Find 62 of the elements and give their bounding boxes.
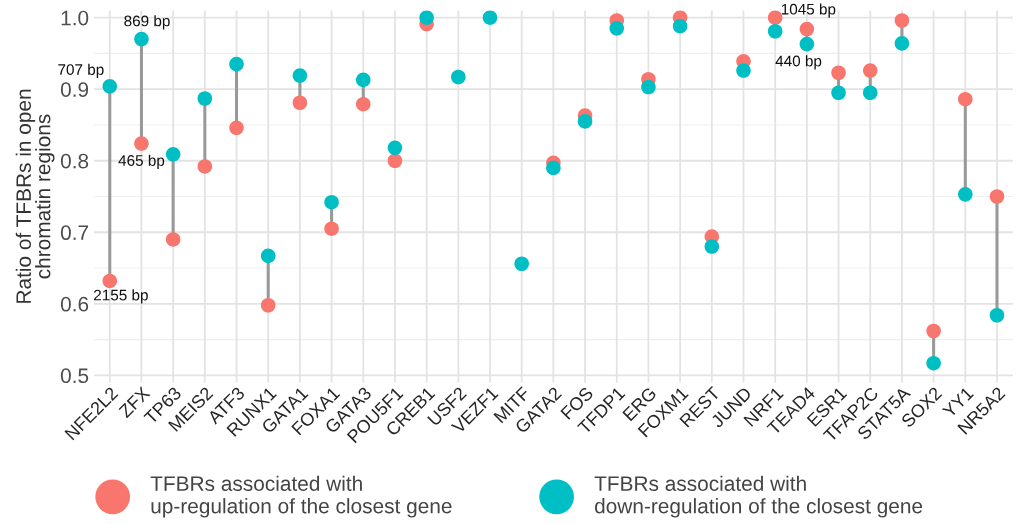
point — [609, 21, 625, 36]
point — [546, 160, 561, 176]
point — [862, 85, 878, 101]
point — [165, 232, 181, 247]
point — [387, 140, 403, 156]
point — [767, 10, 783, 25]
point — [894, 13, 910, 28]
point — [197, 91, 213, 106]
point — [514, 256, 529, 272]
point — [577, 114, 593, 129]
y-tick-label: 0.9 — [60, 82, 89, 97]
annotation: 707 bp — [58, 63, 104, 78]
y-tick-label: 0.5 — [60, 368, 89, 384]
point — [958, 91, 973, 107]
annotation: 465 bp — [118, 154, 165, 169]
point — [831, 65, 846, 81]
point — [451, 69, 466, 85]
point — [767, 23, 783, 39]
point — [102, 273, 118, 289]
point — [958, 187, 973, 202]
point — [292, 68, 308, 83]
point — [641, 79, 656, 95]
point — [989, 307, 1005, 323]
annotation: 1045 bp — [781, 3, 836, 18]
legend-label: TFBRs associated with up-regulation of the closest gene — [150, 475, 452, 518]
y-axis-title: Ratio of TFBRs in open chromatin regions — [15, 89, 55, 303]
point — [704, 239, 720, 254]
point — [260, 248, 276, 264]
point — [197, 159, 213, 174]
point — [894, 36, 910, 51]
point — [799, 36, 815, 52]
point — [482, 10, 498, 25]
point — [260, 297, 276, 313]
point — [229, 56, 244, 72]
point — [355, 96, 371, 112]
point — [324, 221, 339, 236]
y-tick-label: 0.8 — [60, 153, 89, 169]
y-tick-label: 1.0 — [61, 10, 89, 26]
point — [387, 153, 403, 169]
point — [229, 120, 244, 136]
point — [736, 63, 751, 78]
y-tick-label: 0.6 — [60, 296, 89, 312]
annotation: 440 bp — [775, 55, 822, 70]
point — [926, 323, 941, 339]
point — [989, 189, 1005, 204]
annotation: 2155 bp — [94, 289, 148, 304]
point — [165, 147, 181, 162]
point — [134, 136, 149, 151]
point — [799, 21, 815, 37]
point — [419, 10, 434, 25]
point — [102, 79, 118, 94]
point — [134, 31, 149, 47]
legend-label: TFBRs associated with down-regulation of the closest gene — [594, 475, 923, 518]
point — [672, 18, 688, 34]
point — [862, 63, 878, 78]
point — [355, 72, 371, 88]
annotation: 869 bp — [124, 15, 170, 30]
point — [292, 95, 308, 111]
point — [831, 85, 846, 101]
point — [324, 194, 339, 210]
point — [926, 355, 941, 371]
y-tick-label: 0.7 — [60, 225, 89, 241]
